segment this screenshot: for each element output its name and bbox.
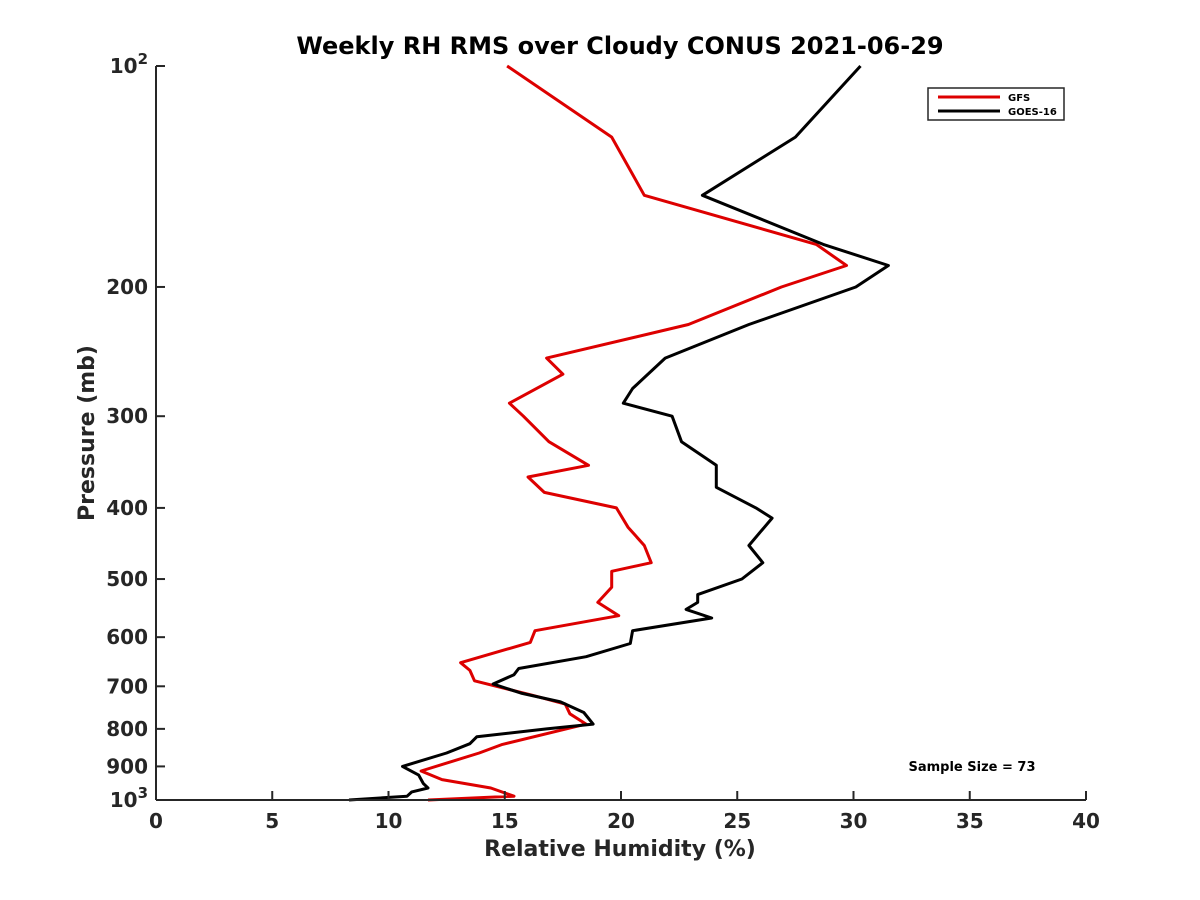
x-tick-label: 0	[149, 809, 163, 833]
legend-box	[927, 87, 1065, 121]
y-tick-label: 700	[106, 674, 148, 698]
x-tick-label: 20	[607, 809, 635, 833]
x-tick-label: 5	[265, 809, 279, 833]
x-axis-label: Relative Humidity (%)	[484, 837, 756, 862]
x-tick-label: 15	[491, 809, 519, 833]
axes	[155, 66, 1086, 801]
y-tick-base: 10	[110, 788, 138, 812]
sample-size-annotation: Sample Size = 73	[908, 760, 1035, 775]
y-tick-exponent: 2	[138, 50, 148, 68]
series-layer	[348, 64, 890, 802]
y-tick-label: 200	[106, 275, 148, 299]
legend-label: GOES-16	[1008, 107, 1057, 118]
y-tick-label: 400	[106, 496, 148, 520]
y-tick-label: 900	[106, 754, 148, 778]
series-line-gfs	[419, 64, 848, 802]
y-tick-label: 103	[110, 784, 148, 812]
y-tick-label: 500	[106, 567, 148, 591]
chart-title: Weekly RH RMS over Cloudy CONUS 2021-06-…	[296, 32, 943, 60]
x-tick-label: 25	[723, 809, 751, 833]
x-tick-label: 10	[375, 809, 403, 833]
y-tick-label: 300	[106, 404, 148, 428]
legend: GFS GOES-16	[927, 87, 1065, 121]
x-tick-label: 30	[840, 809, 868, 833]
legend-label: GFS	[1008, 93, 1030, 104]
y-axis-label: Pressure (mb)	[75, 345, 100, 521]
x-tick-label: 35	[956, 809, 984, 833]
y-tick-label: 600	[106, 625, 148, 649]
x-ticks: 0 5 10 15 20 25 30 35 40	[149, 791, 1100, 833]
series-line-goes-16	[348, 64, 890, 802]
y-tick-base: 10	[110, 54, 138, 78]
y-tick-label: 800	[106, 717, 148, 741]
y-tick-exponent: 3	[138, 784, 148, 802]
x-tick-label: 40	[1072, 809, 1100, 833]
y-tick-label: 102	[110, 50, 148, 78]
